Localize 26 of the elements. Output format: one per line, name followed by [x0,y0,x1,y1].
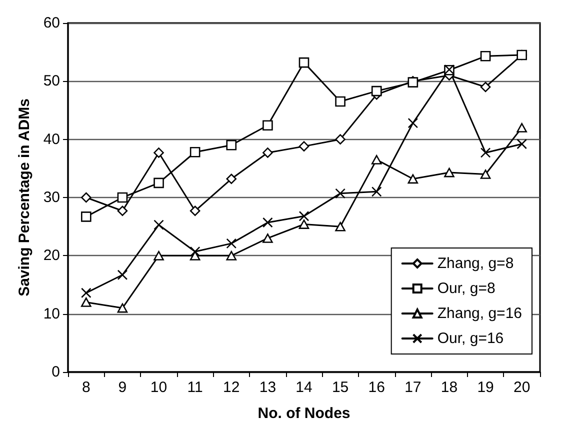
y-tick-label: 30 [43,189,60,206]
legend-label: Our, g=8 [437,280,496,297]
x-tick-label: 20 [514,379,530,396]
x-tick-label: 17 [404,379,422,396]
y-axis-title: Saving Percentage in ADMs [16,98,33,296]
x-tick-label: 13 [259,379,276,396]
legend-label: Zhang, g=16 [437,305,522,322]
x-tick-label: 16 [368,379,385,396]
x-tick-label: 10 [150,379,168,396]
x-tick-label: 8 [82,379,90,396]
x-tick-label: 14 [296,379,312,396]
x-tick-label: 18 [440,379,458,396]
y-tick-label: 10 [43,305,60,322]
y-tick-label: 40 [43,130,60,148]
y-tick-label: 60 [43,14,60,32]
y-tick-label: 50 [43,72,60,90]
x-axis-title: No. of Nodes [258,405,350,422]
x-tick-label: 19 [477,379,494,396]
legend-label: Our, g=16 [437,330,504,347]
x-tick-label: 12 [223,379,240,396]
y-tick-label: 0 [52,364,60,380]
x-tick-label: 15 [332,379,349,396]
x-tick-label: 11 [187,379,203,396]
legend-label: Zhang, g=8 [437,255,514,272]
x-tick-label: 9 [118,379,127,396]
y-tick-label: 20 [43,247,60,264]
